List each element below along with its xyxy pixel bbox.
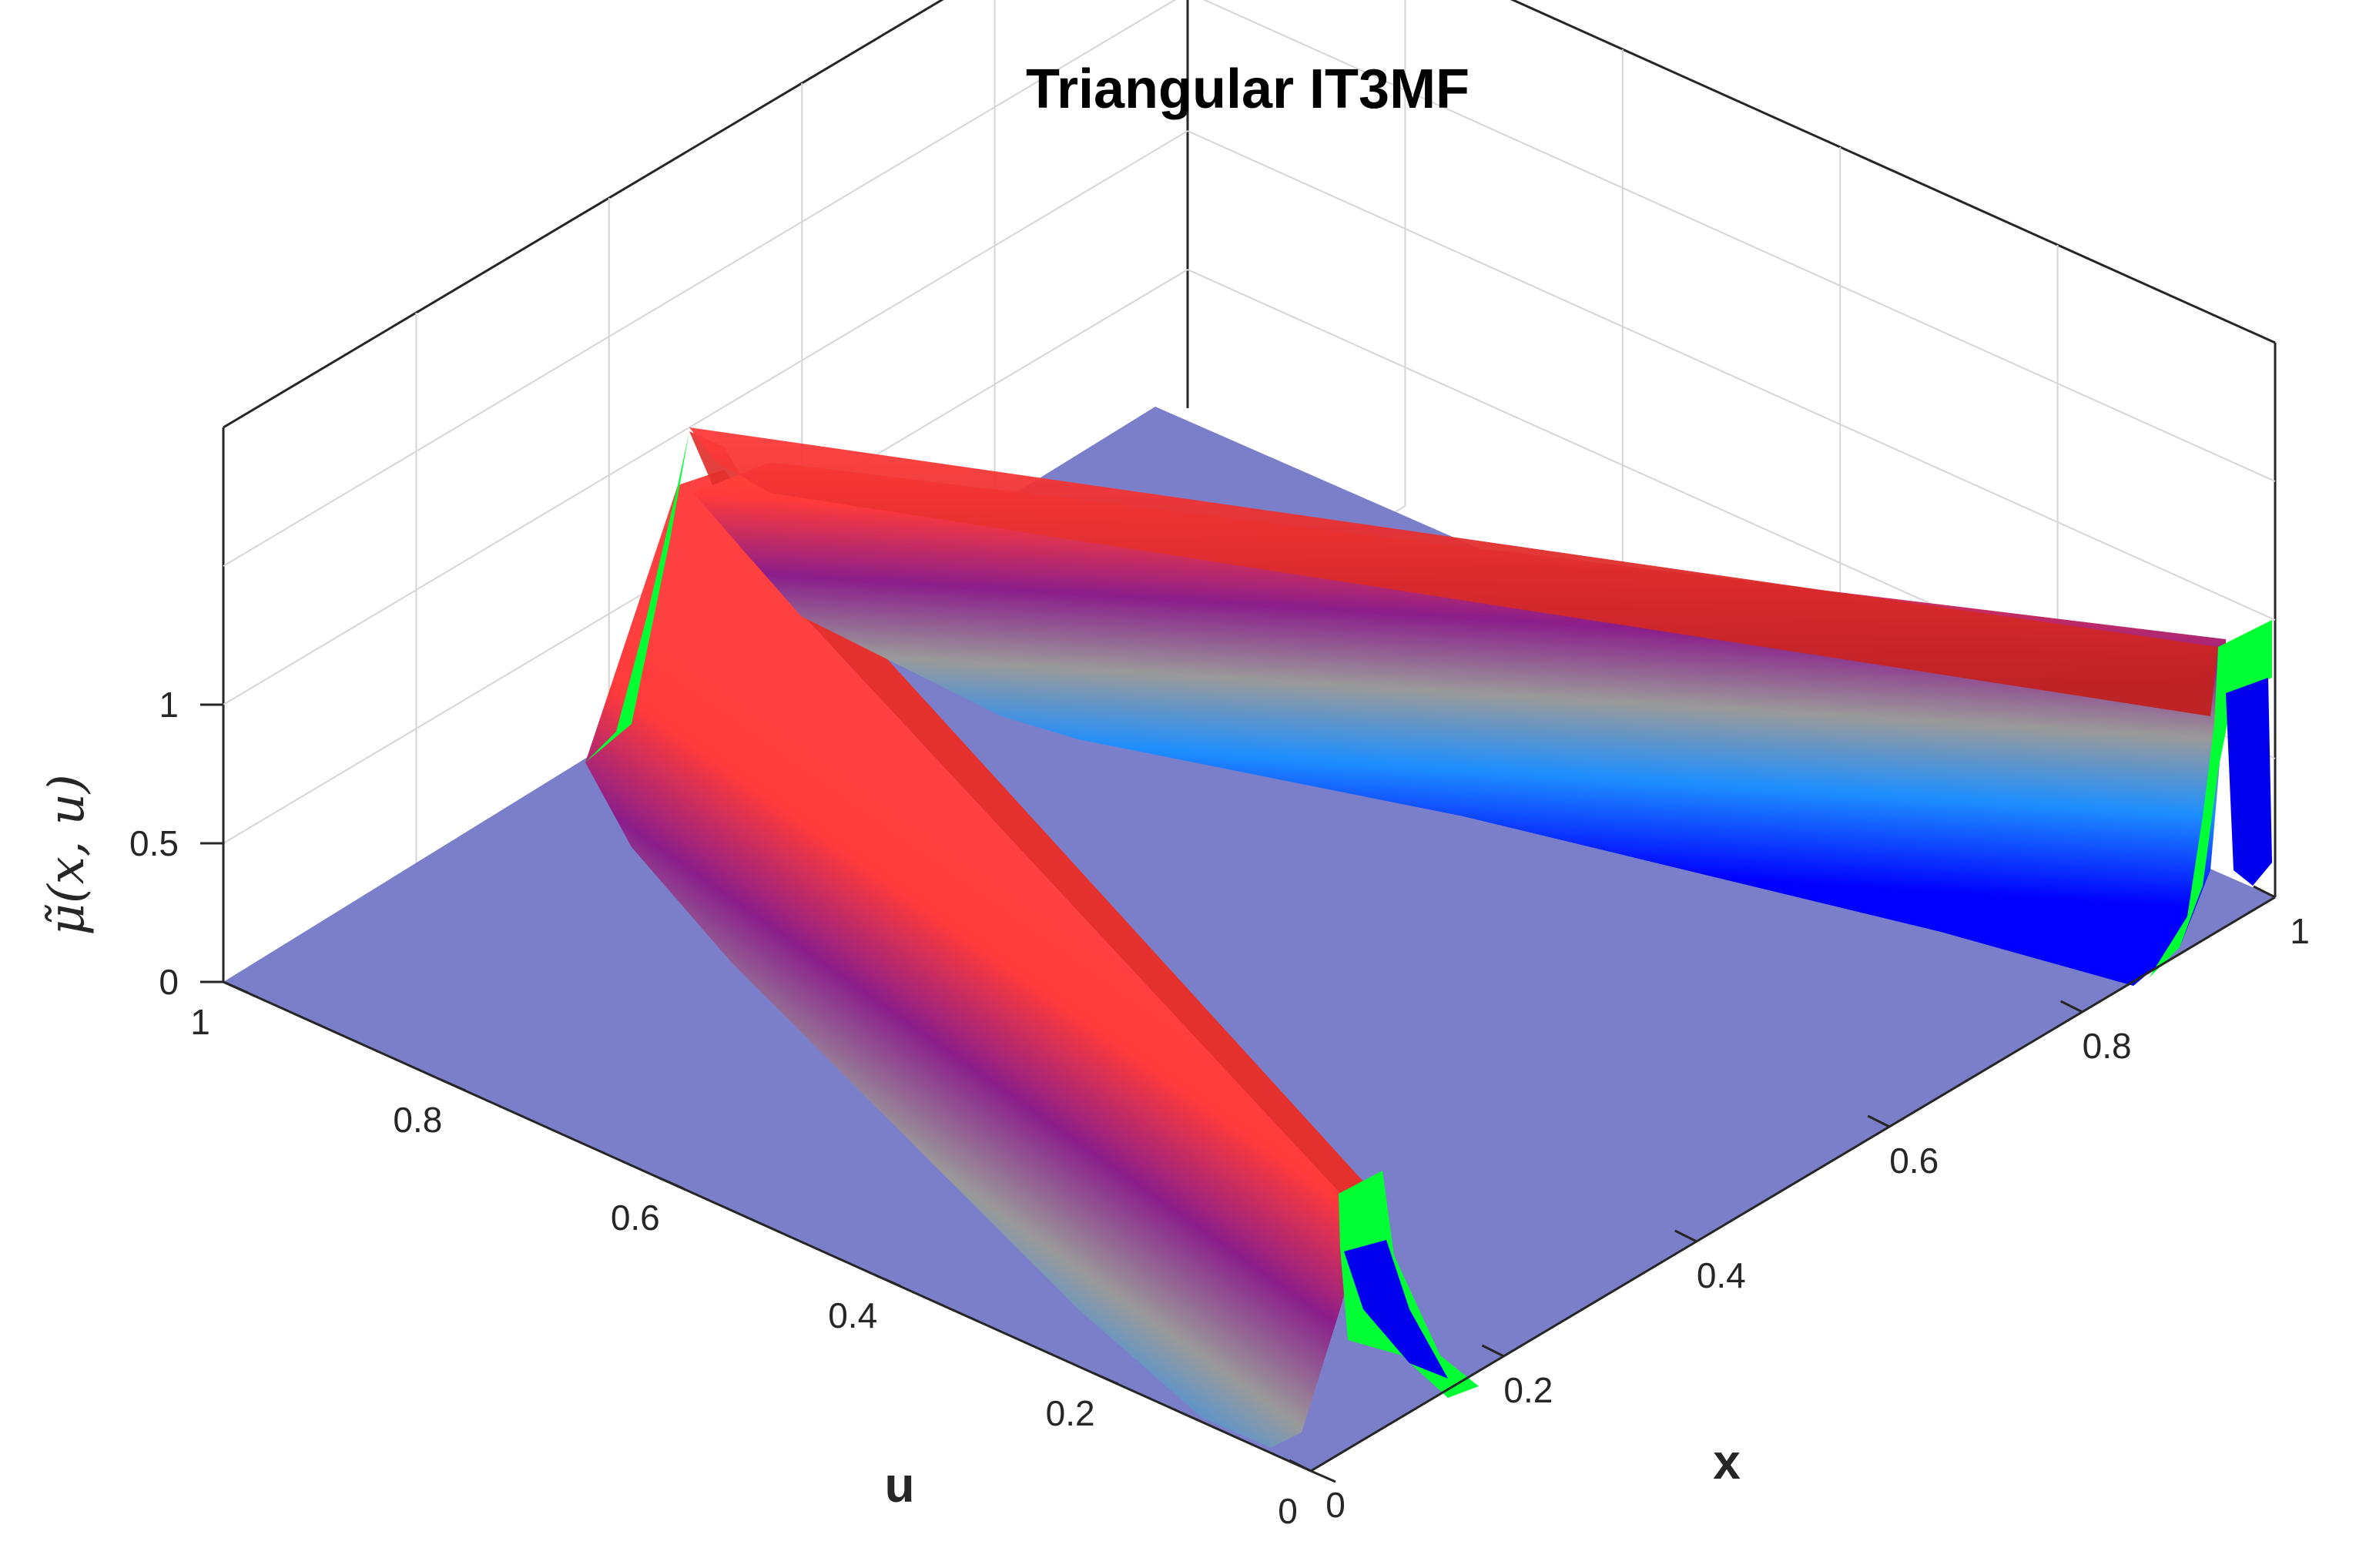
u-tick [1310, 1469, 1336, 1483]
x-tick-label: 0.6 [1889, 1141, 1939, 1181]
z-axis-label: μ̃(x, u) [39, 774, 96, 936]
u-tick [875, 1274, 901, 1288]
y-axis-label: u [884, 1457, 914, 1513]
ridge-diagonal-edge [585, 431, 689, 762]
ridge-diagonal-endcap [1339, 1171, 1479, 1398]
x-tick-label: 0.2 [1503, 1370, 1553, 1410]
back-top-edge-u [223, 0, 944, 429]
x-tick [1674, 1229, 1697, 1243]
x-tick [1481, 1344, 1505, 1358]
x-tick-label: 0.8 [2083, 1026, 2132, 1066]
tick-marks [200, 703, 2276, 1483]
z-tick-label: 1 [159, 685, 179, 725]
ridge-diagonal-front [585, 470, 1371, 1448]
x-tick-label: 0 [1325, 1485, 1346, 1525]
u-tick-label: 0.2 [1046, 1393, 1095, 1433]
u-tick [223, 980, 249, 994]
grid-line-z-wall-u [223, 130, 1188, 705]
u-tick [1092, 1372, 1119, 1385]
x-tick-label: 1 [2290, 911, 2310, 951]
u-tick-label: 1 [190, 1002, 210, 1042]
ridge-horizontal [689, 427, 2272, 986]
u-tick-label: 0 [1278, 1491, 1298, 1531]
grid-line-z-wall-u [223, 0, 1177, 567]
ridge-horizontal-endcap-inner [2226, 678, 2272, 886]
ridge-horizontal-front [693, 462, 2226, 986]
x-axis-label: x [1713, 1434, 1741, 1489]
u-tick-label: 0.6 [611, 1198, 660, 1238]
x-tick-label: 0.4 [1697, 1255, 1746, 1295]
x-axis-line [1310, 896, 2276, 1473]
u-tick [658, 1176, 684, 1190]
chart-title: Triangular IT3MF [1026, 59, 1470, 120]
x-tick [2253, 885, 2276, 899]
ridge-horizontal-crest [689, 427, 2218, 716]
ridge-diagonal [585, 431, 1479, 1448]
u-tick-label: 0.4 [828, 1295, 877, 1335]
z-tick-label: 0 [159, 962, 179, 1002]
ridge-diagonal-endcap-inner [1344, 1240, 1448, 1379]
u-tick-label: 0.8 [393, 1100, 442, 1140]
x-tick [1867, 1114, 1890, 1128]
x-tick [2059, 1000, 2083, 1014]
ridge-horizontal-edge [2149, 620, 2272, 978]
x-tick [1289, 1459, 1312, 1473]
ridge-diagonal-crest [689, 431, 1371, 1201]
back-top-edge-x [1510, 0, 2276, 344]
u-tick [440, 1078, 467, 1092]
grid-line-z-wall-x [1187, 130, 2276, 621]
grid-line-z-wall-x [1202, 0, 2276, 482]
u-axis-line [223, 980, 1312, 1473]
z-tick-label: 0.5 [129, 823, 179, 863]
